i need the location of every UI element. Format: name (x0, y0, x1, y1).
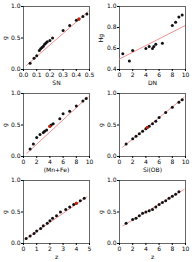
svg-text:4: 4 (144, 245, 148, 252)
svg-text:8: 8 (170, 158, 174, 165)
svg-text:0.5: 0.5 (11, 208, 21, 215)
svg-text:g: g (1, 36, 9, 40)
svg-text:Si(OB): Si(OB) (143, 166, 162, 173)
svg-text:10: 10 (182, 245, 190, 252)
svg-text:5: 5 (88, 245, 92, 252)
svg-text:6: 6 (157, 245, 161, 252)
svg-text:10: 10 (86, 158, 94, 165)
svg-text:8: 8 (170, 71, 174, 78)
svg-text:3: 3 (61, 245, 65, 252)
svg-text:1.0: 1.0 (107, 176, 117, 183)
svg-text:6: 6 (157, 71, 161, 78)
svg-text:4: 4 (144, 71, 148, 78)
svg-text:z: z (55, 253, 58, 260)
svg-text:1.0: 1.0 (107, 89, 117, 96)
svg-text:g: g (97, 210, 105, 214)
svg-text:0.2: 0.2 (45, 71, 55, 78)
svg-text:0.0: 0.0 (19, 71, 29, 78)
svg-text:2: 2 (131, 71, 135, 78)
svg-text:6: 6 (61, 158, 65, 165)
svg-text:0.0: 0.0 (11, 65, 21, 73)
svg-text:1: 1 (35, 245, 39, 252)
svg-text:1.0: 1.0 (11, 2, 21, 9)
svg-text:DN: DN (148, 79, 157, 86)
svg-text:2: 2 (131, 158, 135, 165)
svg-text:0.0: 0.0 (11, 152, 21, 159)
svg-text:1.0: 1.0 (107, 2, 117, 9)
svg-text:0.6: 0.6 (107, 44, 117, 51)
svg-text:SN: SN (52, 79, 60, 86)
svg-text:0.5: 0.5 (11, 121, 21, 128)
svg-text:4: 4 (144, 158, 148, 165)
svg-text:0.5: 0.5 (107, 121, 117, 128)
svg-text:4: 4 (48, 158, 52, 165)
svg-text:1.0: 1.0 (11, 89, 21, 96)
svg-text:1.0: 1.0 (11, 176, 21, 183)
svg-text:0.4: 0.4 (72, 71, 82, 78)
svg-text:0: 0 (118, 71, 122, 78)
svg-text:0.5: 0.5 (107, 208, 117, 215)
svg-text:g: g (1, 210, 9, 214)
svg-text:0.3: 0.3 (58, 71, 68, 78)
svg-text:10: 10 (182, 71, 190, 78)
svg-text:2: 2 (48, 245, 52, 252)
svg-text:0.4: 0.4 (107, 65, 117, 72)
svg-text:0: 0 (118, 158, 122, 165)
svg-text:4: 4 (74, 245, 78, 252)
svg-text:2: 2 (131, 245, 135, 252)
svg-text:z: z (151, 253, 154, 260)
svg-text:g: g (97, 123, 105, 127)
svg-text:0: 0 (22, 158, 26, 165)
svg-text:10: 10 (182, 158, 190, 165)
svg-text:(Mn+Fe): (Mn+Fe) (44, 166, 70, 173)
svg-text:0: 0 (22, 245, 26, 252)
svg-text:6: 6 (157, 158, 161, 165)
svg-text:0.1: 0.1 (32, 71, 42, 78)
svg-text:0.5: 0.5 (85, 71, 95, 78)
svg-text:0.0: 0.0 (11, 239, 21, 246)
svg-text:g: g (1, 123, 9, 127)
svg-text:0.5: 0.5 (11, 34, 21, 41)
svg-text:Hg: Hg (97, 34, 105, 43)
svg-text:8: 8 (74, 158, 78, 165)
svg-text:8: 8 (170, 245, 174, 252)
svg-text:2: 2 (35, 158, 39, 165)
svg-text:0: 0 (118, 245, 122, 252)
svg-text:0.0: 0.0 (107, 152, 117, 159)
svg-text:0.0: 0.0 (107, 239, 117, 246)
svg-text:0.8: 0.8 (107, 23, 117, 30)
